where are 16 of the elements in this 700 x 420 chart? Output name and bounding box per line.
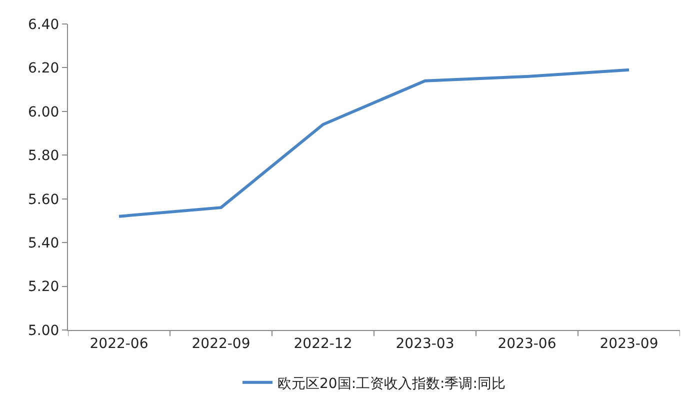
x-tick-label: 2023-09 xyxy=(600,336,658,352)
x-tick-label: 2023-03 xyxy=(396,336,454,352)
y-tick-label: 5.80 xyxy=(28,148,60,164)
legend-label: 欧元区20国:工资收入指数:季调:同比 xyxy=(278,376,506,392)
x-tick-label: 2022-09 xyxy=(192,336,250,352)
y-tick-label: 6.40 xyxy=(28,16,60,33)
x-tick-label: 2022-12 xyxy=(294,336,352,352)
line-series xyxy=(118,68,630,218)
y-tick-label: 5.60 xyxy=(28,192,60,208)
y-tick-label: 6.00 xyxy=(28,104,60,120)
x-tick-label: 2022-06 xyxy=(90,336,148,352)
x-tick-label: 2023-06 xyxy=(498,336,556,352)
y-tick-label: 6.20 xyxy=(28,60,60,77)
y-tick-label: 5.00 xyxy=(28,322,60,339)
y-tick-label: 5.40 xyxy=(28,235,60,252)
y-tick-label: 5.20 xyxy=(28,279,60,296)
